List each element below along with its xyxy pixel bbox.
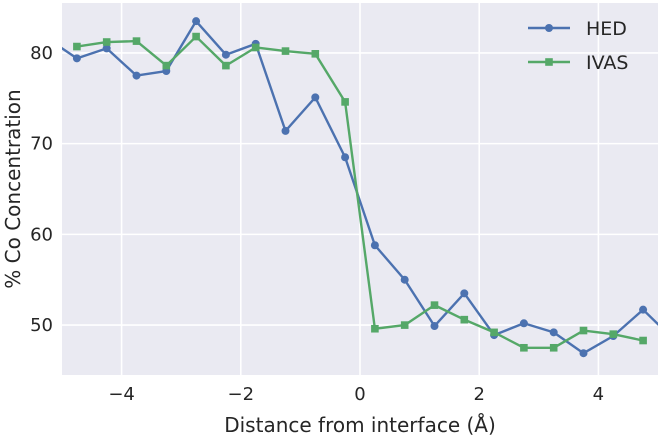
data-point-hed (221, 50, 230, 59)
data-point-hed (579, 349, 588, 358)
x-tick-label: 2 (473, 384, 484, 405)
data-point-ivas (132, 37, 141, 45)
series-line-ivas (76, 35, 644, 349)
x-axis-label: Distance from interface (Å) (224, 413, 496, 437)
y-tick-label: 50 (30, 315, 53, 336)
x-tick-label: −4 (108, 384, 135, 405)
tick-labels: −4 −2 0 2 4 50 60 70 80 (30, 43, 604, 405)
data-point-ivas (222, 61, 230, 70)
data-point-ivas (192, 32, 200, 41)
data-point-hed (43, 34, 51, 42)
data-point-ivas (400, 321, 409, 329)
y-tick-label: 80 (30, 43, 53, 64)
legend-marker-hed (545, 24, 553, 32)
y-tick-label: 60 (30, 224, 53, 245)
legend-marker-ivas (545, 58, 553, 66)
data-point-ivas (609, 330, 618, 338)
data-point-hed (311, 93, 320, 102)
legend: HED IVAS (528, 18, 628, 74)
data-point-hed (192, 17, 201, 26)
data-point-ivas (579, 326, 588, 335)
data-point-hed (132, 71, 141, 80)
data-point-ivas (430, 301, 439, 309)
data-point-hed (281, 126, 290, 135)
data-point-hed (370, 241, 379, 250)
data-point-ivas (311, 50, 320, 58)
legend-label-hed: HED (586, 18, 627, 40)
data-point-hed (460, 289, 469, 298)
legend-entry-ivas: IVAS (528, 52, 628, 74)
y-tick-label: 70 (30, 134, 53, 155)
data-point-hed (549, 328, 558, 337)
legend-entry-hed: HED (528, 18, 627, 40)
series-layer (43, 17, 658, 358)
series-line-hed (62, 19, 658, 355)
data-point-ivas (460, 315, 469, 324)
data-point-hed (400, 275, 409, 284)
data-point-ivas (73, 42, 81, 51)
data-point-ivas (281, 47, 290, 55)
data-point-hed (102, 44, 111, 53)
data-point-ivas (162, 61, 171, 70)
data-point-ivas (102, 38, 111, 46)
gridlines (62, 3, 658, 375)
data-point-ivas (341, 98, 349, 106)
x-tick-label: −2 (228, 384, 255, 405)
legend-label-ivas: IVAS (586, 52, 628, 74)
data-point-hed (72, 54, 81, 63)
data-point-hed (430, 322, 439, 331)
data-point-ivas (549, 343, 558, 352)
data-point-hed (341, 153, 350, 162)
data-point-hed (519, 319, 528, 328)
data-point-ivas (490, 328, 498, 337)
data-point-ivas (371, 324, 379, 333)
data-point-ivas (520, 343, 528, 352)
data-point-ivas (251, 43, 260, 52)
x-tick-label: 0 (354, 384, 365, 405)
y-axis-label: % Co Concentration (1, 89, 25, 288)
x-tick-label: 4 (593, 384, 604, 405)
data-point-hed (639, 305, 648, 314)
data-point-ivas (639, 336, 647, 345)
